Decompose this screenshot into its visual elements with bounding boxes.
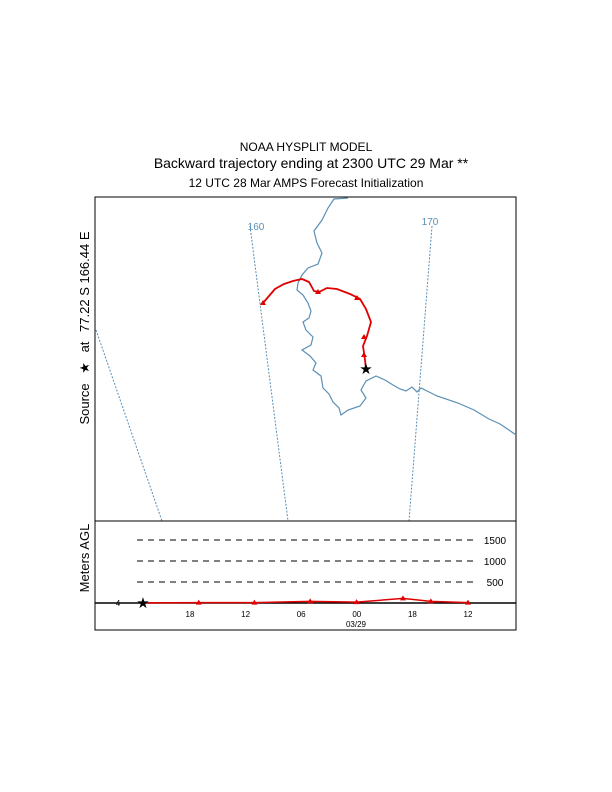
meridian-170 <box>408 225 433 522</box>
source-label-star: ★ <box>77 362 92 374</box>
profile-x-tick-label: 18 <box>408 610 417 619</box>
source-label-word: Source <box>77 383 92 424</box>
meridian-label-160: 160 <box>248 222 265 233</box>
profile-x-tick-label: 18 <box>186 610 195 619</box>
height-level-label: 1500 <box>484 536 507 547</box>
height-levels: 1500 1000 500 <box>137 536 507 589</box>
profile-x-tick-label: 00 <box>352 610 361 619</box>
source-label-at: at <box>77 341 92 352</box>
meridian-160 <box>249 225 289 522</box>
meridian-label-170: 170 <box>422 217 439 228</box>
profile-x-ticks: 18 12 06 00 18 12 <box>186 610 473 619</box>
source-star-profile: ★ <box>136 595 149 612</box>
profile-x-tick-label: 06 <box>297 610 306 619</box>
meridian-left <box>95 329 163 522</box>
profile-marker <box>400 595 406 601</box>
trajectory-marker <box>361 352 367 357</box>
profile-marker <box>251 599 258 605</box>
profile-marker <box>353 599 360 605</box>
profile-marker <box>307 598 314 604</box>
trajectory-marker <box>354 295 360 300</box>
trajectory-marker <box>260 300 266 305</box>
profile-marker <box>465 599 471 605</box>
profile-marker <box>195 599 202 605</box>
profile-frame <box>94 520 517 631</box>
map-frame <box>94 196 517 522</box>
coastline <box>296 197 517 436</box>
source-star-map: ★ <box>359 361 372 378</box>
profile-x-tick-label: 12 <box>464 610 473 619</box>
source-label-coords: 77.22 S 166.44 E <box>77 231 92 332</box>
trajectory-path <box>262 278 372 370</box>
trajectory-marker <box>361 334 367 339</box>
profile-line <box>142 597 469 604</box>
source-label: Source ★ at 77.22 S 166.44 E <box>77 231 92 424</box>
profile-date-label: 03/29 <box>346 620 367 629</box>
profile-start-height: 4 <box>116 599 121 608</box>
svg-text:Source ★ at: Source ★ at 77.22 S 166.44 E <box>77 231 92 424</box>
profile-marker <box>427 598 434 604</box>
profile-markers <box>195 595 471 605</box>
trajectory-marker <box>315 289 321 294</box>
height-level-label: 1000 <box>484 557 507 568</box>
profile-ylabel: Meters AGL <box>77 524 92 593</box>
profile-x-tick-label: 12 <box>241 610 250 619</box>
trajectory-map: 160 170 ★ Source ★ at 77.22 S 166.44 E <box>77 196 517 522</box>
trajectory-markers <box>260 289 367 357</box>
chart-info: 12 UTC 28 Mar AMPS Forecast Initializati… <box>189 176 424 190</box>
height-level-label: 500 <box>487 578 504 589</box>
chart-subtitle: Backward trajectory ending at 2300 UTC 2… <box>154 155 469 171</box>
chart-title: NOAA HYSPLIT MODEL <box>240 140 373 154</box>
